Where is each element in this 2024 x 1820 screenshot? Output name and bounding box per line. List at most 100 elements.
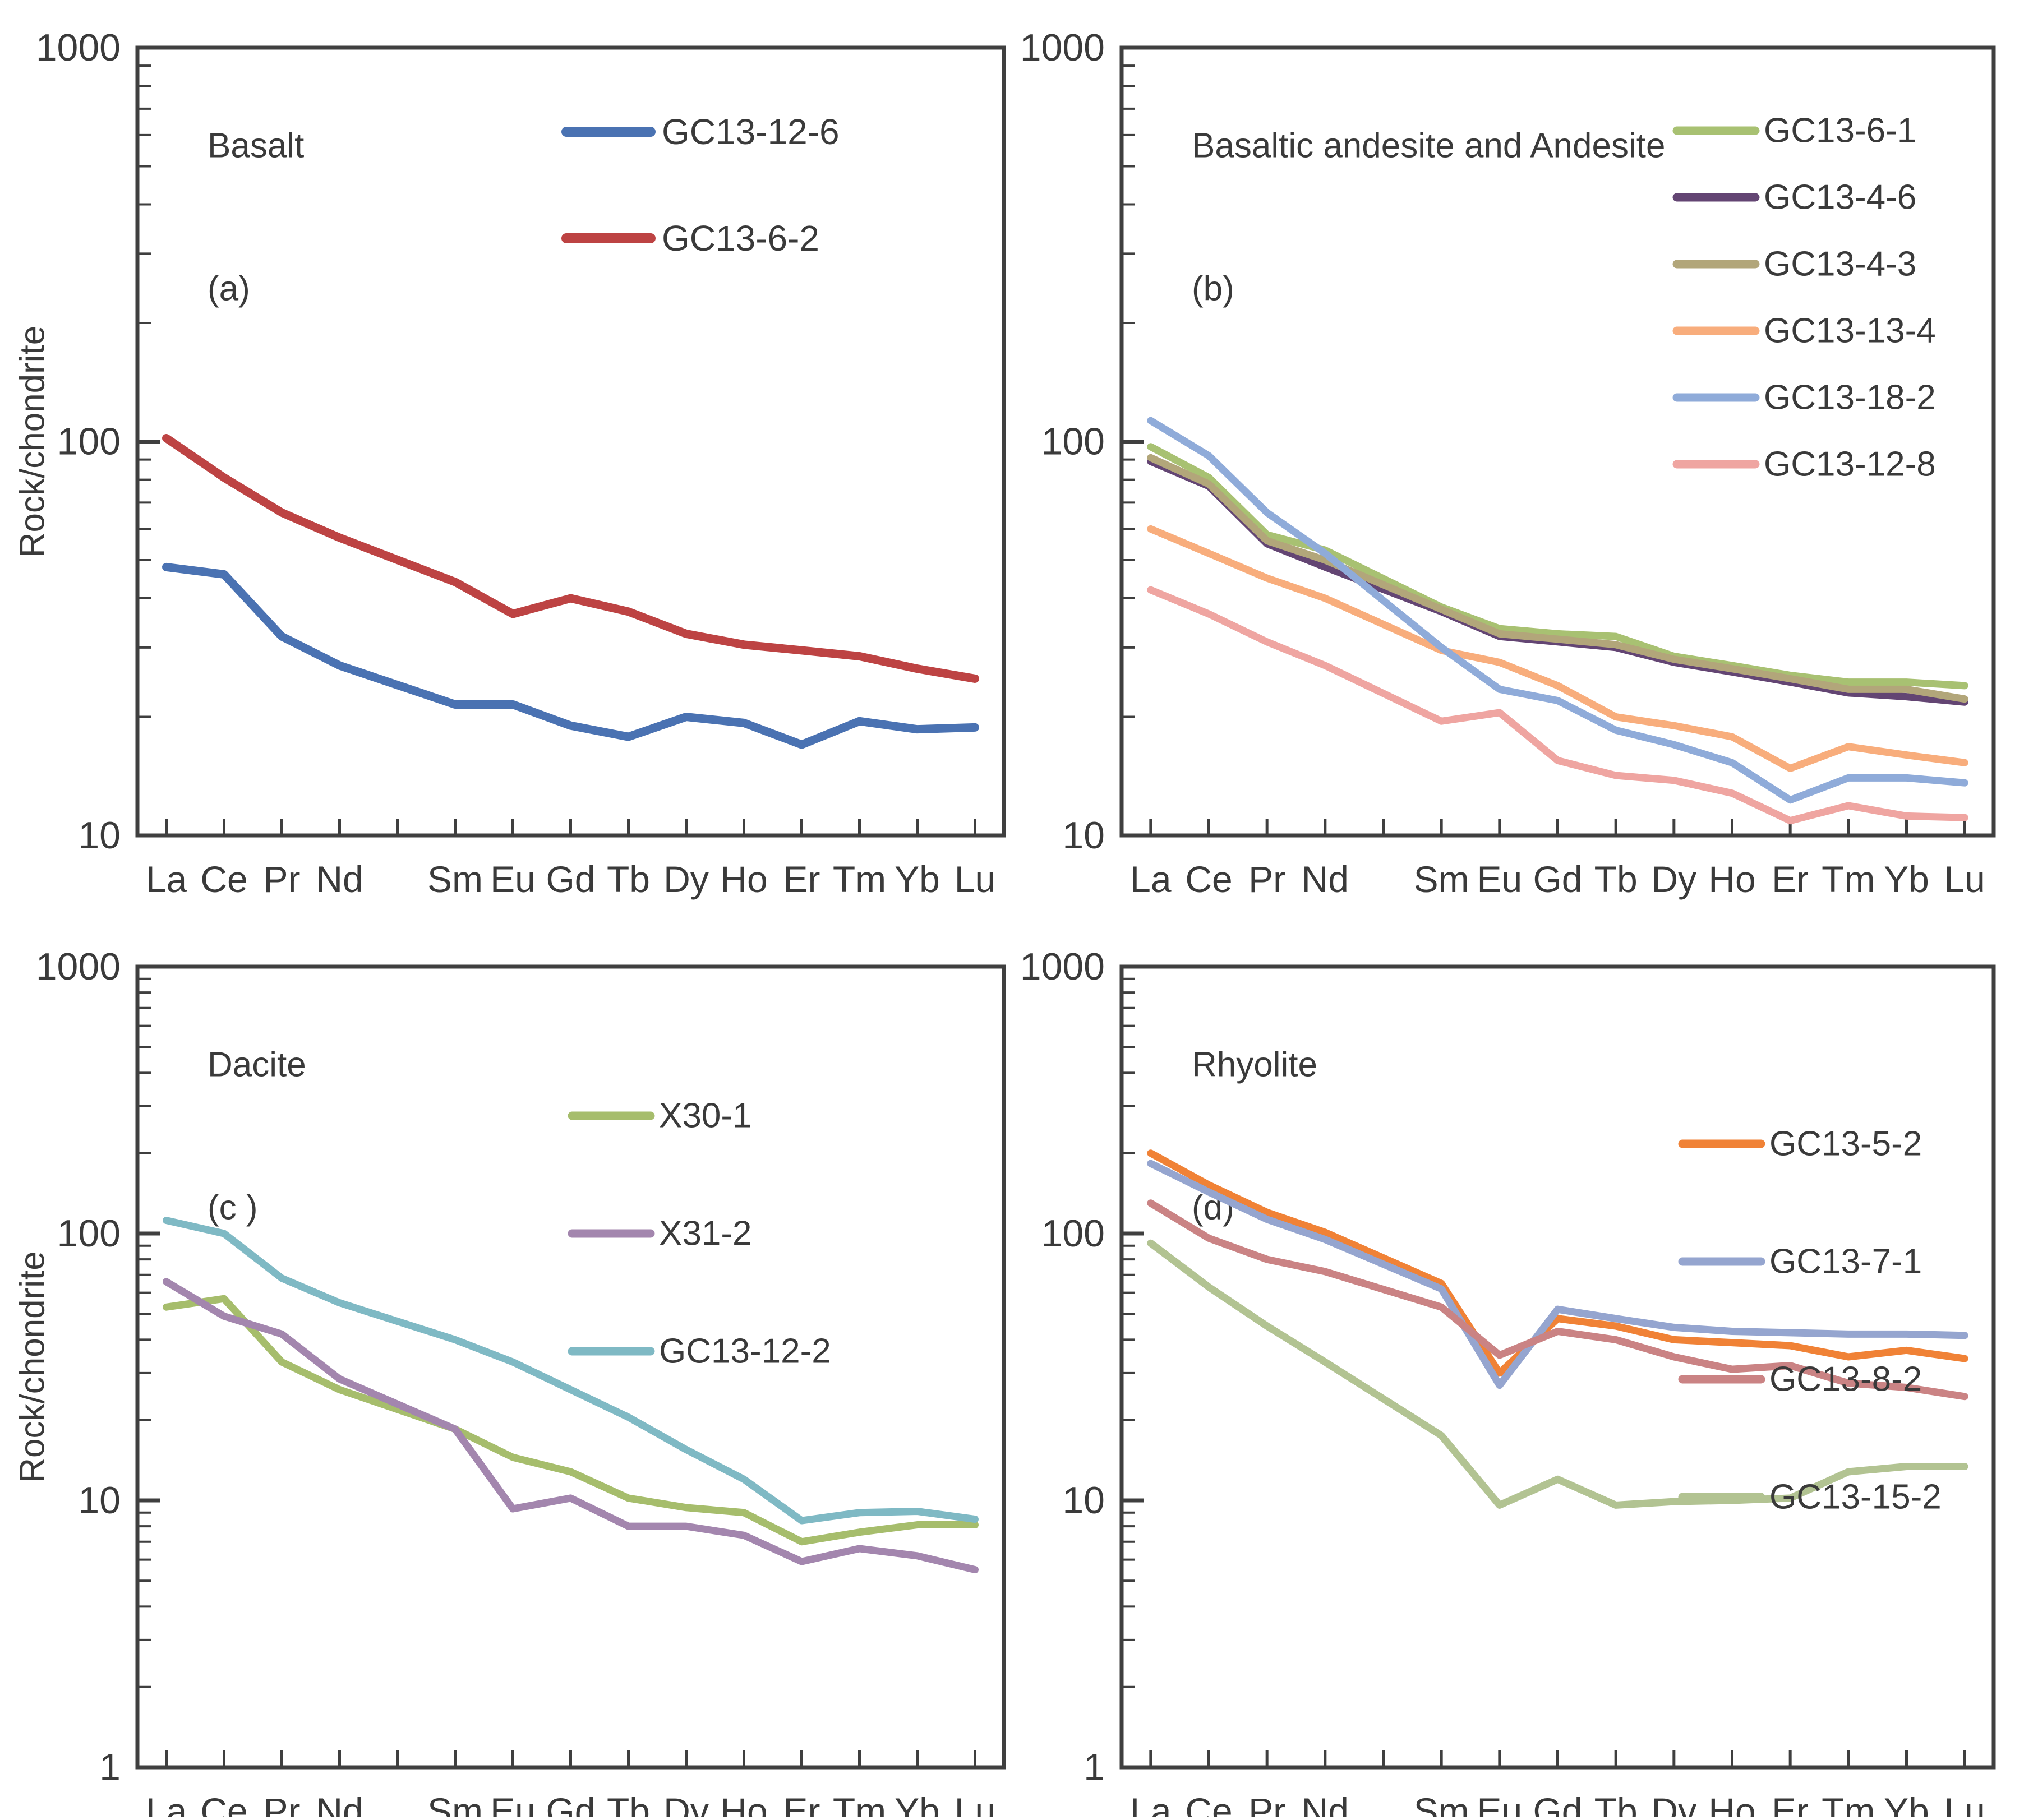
panel-d-x-tick-label-Sm: Sm (1414, 1790, 1469, 1817)
panel-d-series-line-GC13-15-2 (1147, 1239, 1968, 1509)
panel-c-x-tick-label-Tm: Tm (833, 1790, 886, 1817)
panel-a-legend-label-GC13-12-6: GC13-12-6 (662, 112, 840, 152)
panel-c-x-tick-label-La: La (146, 1790, 187, 1817)
panel-d-y-tick-label-10: 10 (1062, 1479, 1105, 1522)
panel-a-x-tick-label-Tb: Tb (607, 858, 650, 900)
panel-a-x-tick-label-Yb: Yb (895, 858, 940, 900)
panel-c-frame (135, 964, 1006, 1770)
panel-d-x-tick-label-Tm: Tm (1822, 1790, 1875, 1817)
panel-a-x-tick-label-Lu: Lu (955, 858, 995, 900)
panel-a-x-tick-label-Sm: Sm (427, 858, 483, 900)
panel-d-x-tick-label-Dy: Dy (1651, 1790, 1696, 1817)
panel-d-x-tick-label-Nd: Nd (1302, 1790, 1349, 1817)
panel-b-x-tick-label-La: La (1130, 858, 1172, 900)
panel-d-legend-label-GC13-5-2: GC13-5-2 (1769, 1125, 1922, 1163)
panel-b-series-line-GC13-13-4 (1147, 525, 1968, 772)
panel-c-x-tick-label-Tb: Tb (607, 1790, 650, 1817)
panel-c-legend-label-X31-2: X31-2 (659, 1214, 751, 1253)
panel-d-series-line-GC13-8-2 (1147, 1199, 1968, 1401)
panel-d-x-tick-label-Yb: Yb (1884, 1790, 1929, 1817)
panel-d-y-tick-label-1000: 1000 (1020, 945, 1105, 988)
panel-c-x-tick-label-Ce: Ce (200, 1790, 247, 1817)
panel-b-x-tick-label-Tm: Tm (1822, 858, 1875, 900)
panel-a-frame (135, 45, 1006, 838)
panel-d-title: Rhyolite (1192, 1046, 1317, 1084)
panel-b-x-tick-label-Gd: Gd (1533, 858, 1582, 900)
panel-c-y-tick-label-100: 100 (57, 1212, 121, 1255)
panel-b-frame (1119, 45, 1996, 838)
panel-d-x-tick-label-Gd: Gd (1533, 1790, 1582, 1817)
panel-b-x-tick-label-Ho: Ho (1708, 858, 1755, 900)
panel-b-legend-label-GC13-4-3: GC13-4-3 (1764, 245, 1916, 284)
panel-d-y-tick-label-1: 1 (1084, 1746, 1105, 1789)
panel-c-x-tick-label-Lu: Lu (955, 1790, 995, 1817)
panel-c-series-line-GC13-12-2 (163, 1217, 979, 1525)
panel-d-x-tick-label-Lu: Lu (1944, 1790, 1985, 1817)
panel-b-x-tick-label-Ce: Ce (1185, 858, 1232, 900)
panel-a-x-tick-label-Ho: Ho (720, 858, 767, 900)
panel-b-series-line-GC13-12-8 (1147, 586, 1968, 825)
panel-c-y-tick-label-1000: 1000 (36, 945, 121, 988)
panel-a-x-tick-label-Ce: Ce (200, 858, 247, 900)
panel-a-title: Basalt (208, 127, 304, 165)
panel-c-x-tick-label-Dy: Dy (663, 1790, 709, 1817)
panel-b-legend-label-GC13-13-4: GC13-13-4 (1764, 312, 1936, 350)
panel-a-x-tick-label-Gd: Gd (546, 858, 595, 900)
panel-a-x-tick-label-Dy: Dy (663, 858, 709, 900)
panel-b-x-tick-label-Lu: Lu (1944, 858, 1985, 900)
panel-a-ylabel: Rock/chondrite (13, 326, 52, 558)
panel-c-y-tick-label-10: 10 (78, 1479, 121, 1522)
panel-c-series-line-X31-2 (163, 1278, 979, 1574)
panel-a-x-tick-label-Nd: Nd (316, 858, 363, 900)
panel-c-series-line-X30-1 (163, 1295, 979, 1546)
panel-b-legend-label-GC13-12-8: GC13-12-8 (1764, 445, 1936, 484)
panel-d-legend-label-GC13-15-2: GC13-15-2 (1769, 1478, 1942, 1517)
panel-b-x-tick-label-Sm: Sm (1414, 858, 1469, 900)
panel-b-y-tick-label-100: 100 (1041, 421, 1105, 463)
panel-b-x-tick-label-Yb: Yb (1884, 858, 1929, 900)
panel-b-x-tick-label-Tb: Tb (1594, 858, 1638, 900)
panel-a-x-tick-label-Tm: Tm (833, 858, 886, 900)
panel-c-x-tick-label-Nd: Nd (316, 1790, 363, 1817)
panel-b-series-line-GC13-4-3 (1147, 454, 1968, 703)
panel-c-x-tick-label-Gd: Gd (546, 1790, 595, 1817)
panel-a-series-line-GC13-6-2 (162, 433, 979, 683)
panel-a-x-tick-label-La: La (146, 858, 187, 900)
panel-b-label: (b) (1192, 270, 1234, 308)
panel-b-x-tick-label-Eu: Eu (1477, 858, 1522, 900)
panel-d-series-line-GC13-7-1 (1147, 1160, 1968, 1389)
panel-d-x-tick-label-Er: Er (1772, 1790, 1809, 1817)
panel-a-legend-label-GC13-6-2: GC13-6-2 (662, 218, 819, 258)
panel-d-x-tick-label-Tb: Tb (1594, 1790, 1638, 1817)
panel-b-y-tick-label-1000: 1000 (1020, 26, 1105, 69)
panel-b-y-tick-label-10: 10 (1062, 814, 1105, 857)
panel-c-x-tick-label-Er: Er (783, 1790, 820, 1817)
panel-a-label: (a) (208, 270, 250, 308)
panel-c-title: Dacite (208, 1046, 306, 1084)
panel-a-x-tick-label-Pr: Pr (264, 858, 301, 900)
panel-b-series-line-GC13-18-2 (1147, 417, 1968, 804)
panel-b-x-tick-label-Pr: Pr (1248, 858, 1285, 900)
panel-b-legend-label-GC13-4-6: GC13-4-6 (1764, 178, 1916, 217)
panel-b-series-line-GC13-6-1 (1147, 443, 1968, 690)
panel-c-ylabel: Rock/chondrite (13, 1251, 52, 1483)
panel-c-legend-label-GC13-12-2: GC13-12-2 (659, 1332, 831, 1371)
panel-b-x-tick-label-Dy: Dy (1651, 858, 1696, 900)
panel-d-legend-label-GC13-8-2: GC13-8-2 (1769, 1360, 1922, 1399)
panel-b-legend-label-GC13-6-1: GC13-6-1 (1764, 112, 1916, 150)
panel-a-x-tick-label-Eu: Eu (490, 858, 536, 900)
panel-d-x-tick-label-Pr: Pr (1248, 1790, 1285, 1817)
panel-d-series-line-GC13-5-2 (1147, 1149, 1968, 1377)
panel-b-x-tick-label-Nd: Nd (1302, 858, 1349, 900)
panel-d-x-tick-label-Ce: Ce (1185, 1790, 1232, 1817)
panel-a-x-tick-label-Er: Er (783, 858, 820, 900)
panel-b-legend-label-GC13-18-2: GC13-18-2 (1764, 378, 1936, 417)
panel-a-series-line-GC13-12-6 (162, 562, 979, 749)
panel-c-label: (c ) (208, 1189, 258, 1227)
panel-a-y-tick-label-10: 10 (78, 814, 121, 857)
panel-b-title: Basaltic andesite and Andesite (1192, 127, 1665, 165)
panel-a-y-tick-label-100: 100 (57, 421, 121, 463)
panel-d-x-tick-label-Ho: Ho (1708, 1790, 1755, 1817)
